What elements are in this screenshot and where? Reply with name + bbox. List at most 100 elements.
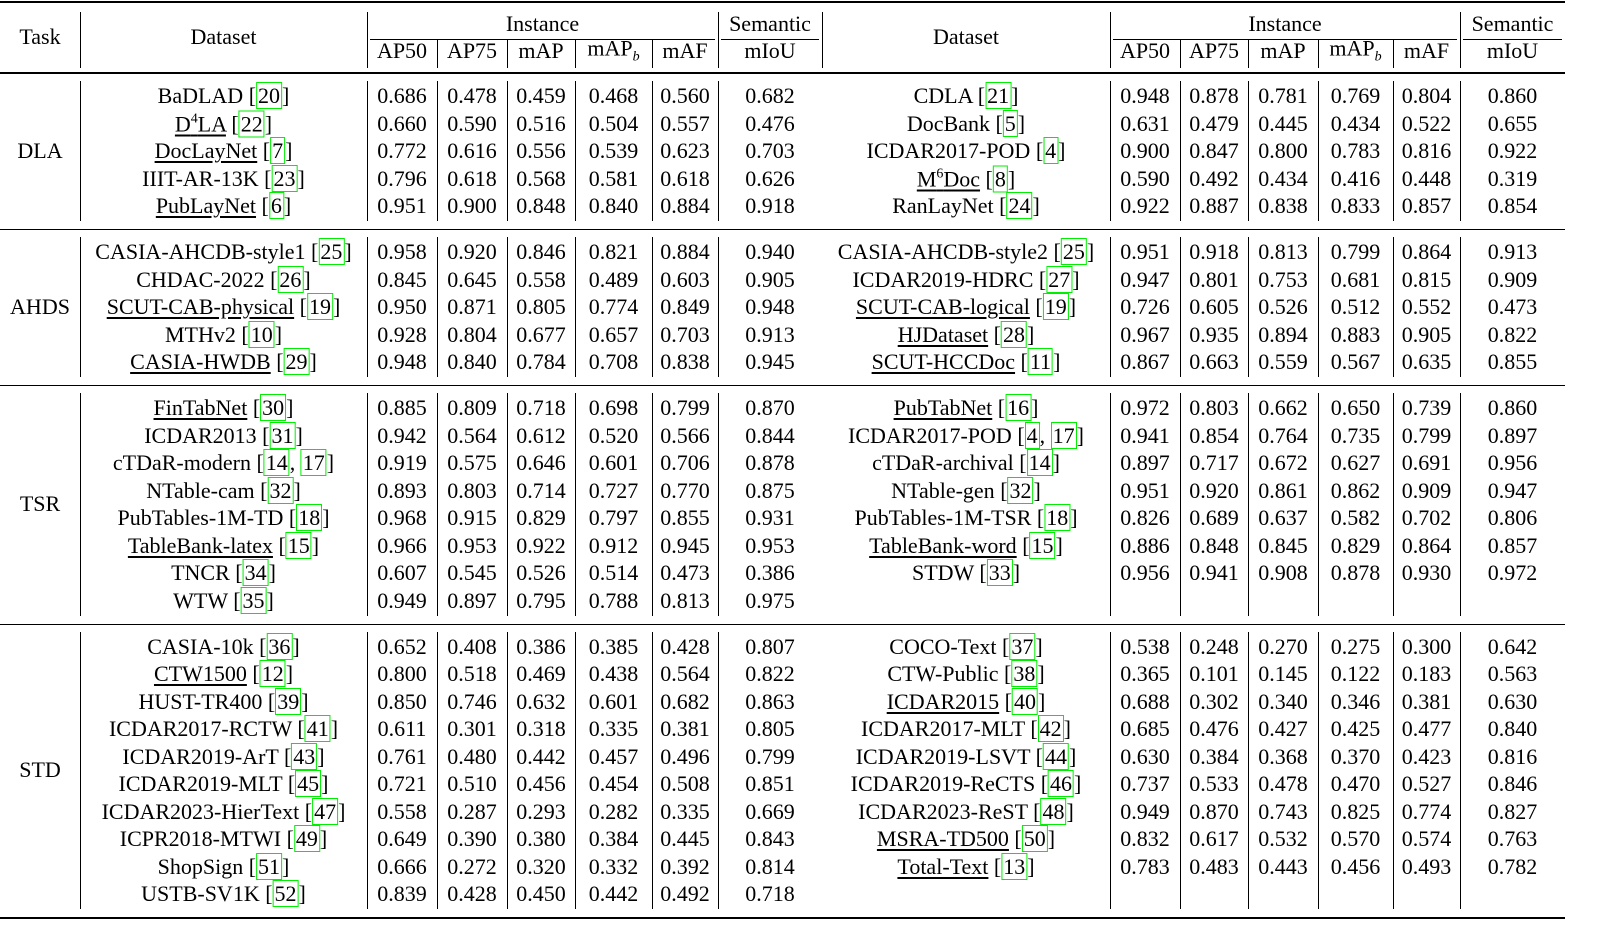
column-divider xyxy=(718,393,719,616)
metric-value: 0.949 xyxy=(377,587,427,613)
metric-value: 0.887 xyxy=(1189,193,1239,218)
metric-value: 0.563 xyxy=(1487,661,1538,686)
dataset-title: CTW1500 xyxy=(154,661,247,686)
dataset-title: PubTables-1M-TD xyxy=(117,505,283,530)
bracket: ] xyxy=(1058,138,1066,163)
metric-value: 0.427 xyxy=(1258,716,1308,741)
bracket: [ xyxy=(1030,716,1038,741)
metric-value: 0.945 xyxy=(660,532,710,558)
citation: 30 xyxy=(260,394,287,421)
metric-value: 0.558 xyxy=(516,266,566,292)
bracket: [ xyxy=(1038,266,1047,292)
metric-value: 0.847 xyxy=(1189,138,1239,163)
text: ICDAR2017-POD xyxy=(866,138,1031,163)
dataset-name: HJDataset [28] xyxy=(898,320,1034,348)
metric-value: 0.428 xyxy=(660,633,710,659)
citation: 17 xyxy=(1050,421,1077,449)
dataset-title: ICDAR2023-HierText xyxy=(102,799,300,824)
bracket: ] xyxy=(1072,266,1080,292)
metric-value: 0.650 xyxy=(1330,395,1381,420)
metric-value: 0.183 xyxy=(1401,661,1452,686)
metric-value: 0.545 xyxy=(447,560,497,585)
bracket: [ xyxy=(270,266,278,292)
bracket: ] xyxy=(283,193,292,218)
text: mAF xyxy=(1403,38,1450,63)
metric-value: 0.496 xyxy=(660,743,710,769)
superscript: 4 xyxy=(190,111,198,126)
metric-value: 0.365 xyxy=(1120,661,1170,686)
dataset-title: CASIA-HWDB xyxy=(130,349,271,374)
metric-value: 0.617 xyxy=(1189,826,1239,851)
metric-value: 0.381 xyxy=(1401,688,1452,714)
column-divider xyxy=(507,81,508,221)
citation: 49 xyxy=(293,825,320,852)
metric-value: 0.646 xyxy=(516,450,566,475)
metric-value: 0.478 xyxy=(447,83,497,108)
metric-value: 0.248 xyxy=(1189,633,1239,659)
metric-value: 0.885 xyxy=(377,395,427,420)
metric-value: 0.770 xyxy=(660,477,710,503)
dataset-title: cTDaR-archival xyxy=(872,450,1014,475)
metric-value: 0.275 xyxy=(1330,633,1381,659)
column-divider xyxy=(1110,393,1111,616)
citation: 36 xyxy=(266,632,293,660)
metric-value: 0.829 xyxy=(1330,532,1381,558)
citation: 38 xyxy=(1011,660,1038,687)
metric-value: 0.845 xyxy=(1258,532,1308,558)
metric-value: 0.727 xyxy=(588,477,639,503)
dataset-title: ICDAR2017-POD xyxy=(848,423,1012,448)
citation: 18 xyxy=(1044,504,1071,531)
bracket: ] xyxy=(338,798,346,824)
text: cTDaR-archival xyxy=(872,450,1014,475)
bracket: [ xyxy=(286,826,294,851)
metric-value: 0.918 xyxy=(745,193,795,218)
citation: 15 xyxy=(285,531,312,559)
citation: 41 xyxy=(304,715,331,742)
metric-value: 0.657 xyxy=(588,321,639,347)
metric-value: 0.457 xyxy=(588,743,639,769)
bracket: ] xyxy=(297,165,305,191)
metric-value: 0.381 xyxy=(660,716,710,741)
metric-value: 0.845 xyxy=(377,266,427,292)
dataset-title: TableBank-word xyxy=(869,533,1017,558)
metric-value: 0.838 xyxy=(1258,193,1308,218)
dataset-name: CASIA-AHCDB-style1 [25] xyxy=(95,238,352,265)
metric-value: 0.470 xyxy=(1330,771,1381,796)
metric-value: 0.603 xyxy=(660,266,710,292)
metric-value: 0.905 xyxy=(1401,321,1452,347)
metric-value: 0.476 xyxy=(1189,716,1239,741)
bracket: ] xyxy=(282,853,290,879)
metric-value: 0.774 xyxy=(588,294,639,319)
metric-value: 0.871 xyxy=(447,294,497,319)
metric-value: 0.855 xyxy=(1487,349,1538,374)
bracket: [ xyxy=(231,111,239,136)
bracket: [ xyxy=(256,450,264,475)
metric-value: 0.538 xyxy=(1120,633,1170,659)
metric-value: 0.663 xyxy=(1189,349,1239,374)
metric-value: 0.950 xyxy=(377,294,427,319)
metric-value: 0.875 xyxy=(745,477,795,503)
bracket: [ xyxy=(1004,688,1012,714)
metric-value: 0.623 xyxy=(660,138,710,163)
bracket: ] xyxy=(1012,560,1021,585)
metric-value: 0.384 xyxy=(588,826,639,851)
bracket: [ xyxy=(260,477,268,503)
dataset-name: PubLayNet [6] xyxy=(156,192,292,219)
citation: 28 xyxy=(1000,320,1027,348)
metric-value: 0.493 xyxy=(1401,853,1452,879)
citation: 37 xyxy=(1009,632,1036,660)
metric-value: 0.753 xyxy=(1258,266,1308,292)
metric-value: 0.516 xyxy=(516,110,566,136)
dataset-name: cTDaR-modern [14, 17] xyxy=(113,449,334,476)
metric-value: 0.833 xyxy=(1330,193,1381,218)
semantic-header: Semantic xyxy=(1471,11,1554,36)
header-divider xyxy=(1180,40,1181,68)
text: ICDAR2023-HierText xyxy=(101,798,300,824)
dataset-name: PubTables-1M-TSR [18] xyxy=(854,504,1078,531)
citation: 4 xyxy=(1043,137,1059,164)
metric-value: 0.854 xyxy=(1487,193,1538,218)
metric-value: 0.864 xyxy=(1401,532,1452,558)
metric-value: 0.122 xyxy=(1330,661,1381,686)
metric-value: 0.618 xyxy=(660,165,710,191)
task-label: TSR xyxy=(19,491,61,517)
